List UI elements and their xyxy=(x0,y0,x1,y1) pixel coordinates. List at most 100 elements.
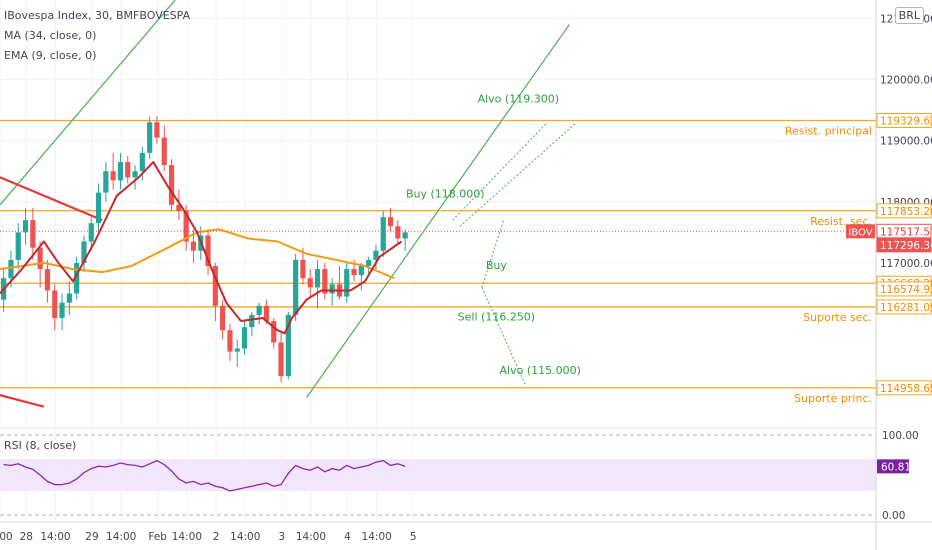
candle-body xyxy=(103,171,109,193)
price-tag xyxy=(876,299,932,315)
level-label: Suporte sec. xyxy=(803,311,872,324)
rsi-line xyxy=(3,459,406,492)
ema9-line xyxy=(0,161,403,335)
trade-annotation: Buy xyxy=(486,259,508,272)
time-tick-label: Feb xyxy=(148,531,167,543)
candle-body xyxy=(263,305,270,322)
trend-line xyxy=(0,0,176,206)
candle-body xyxy=(271,321,277,343)
candle-body xyxy=(66,293,72,303)
candle-body xyxy=(220,305,226,331)
candle-body xyxy=(125,162,131,178)
time-tick-label: 28 xyxy=(20,531,33,543)
ma-legend: MA (34, close, 0) xyxy=(4,29,97,42)
price-tick-label: 120000.00 xyxy=(880,74,932,86)
candle-body xyxy=(358,266,364,276)
rsi-tick-label: 0.00 xyxy=(882,510,905,522)
candle-body xyxy=(161,137,167,166)
candle-body xyxy=(44,269,51,291)
rsi-value-tag xyxy=(877,459,909,474)
ma34-line xyxy=(0,228,395,280)
price-tag-label: 116281.05 xyxy=(880,302,932,314)
trend-line xyxy=(306,24,570,398)
price-tag xyxy=(876,380,932,396)
price-tag-label: 117853.20 xyxy=(880,206,932,218)
rsi-legend: RSI (8, close) xyxy=(4,439,77,452)
candle-body xyxy=(293,259,299,315)
candle-body xyxy=(227,330,233,352)
price-tag-label: 117517.57 xyxy=(880,226,932,238)
price-tag xyxy=(876,203,932,219)
candle-body xyxy=(147,122,153,153)
time-tick-label: 2 xyxy=(213,531,220,543)
candle-body xyxy=(81,241,87,263)
candle-body xyxy=(132,171,138,178)
symbol-tag xyxy=(846,224,875,239)
candle-body xyxy=(241,327,248,349)
trade-annotation: Alvo (115.000) xyxy=(500,364,581,377)
candle-body xyxy=(176,204,182,211)
candle-body xyxy=(278,342,284,377)
price-tag xyxy=(876,112,932,128)
price-tag xyxy=(876,237,932,253)
candle-body xyxy=(15,232,21,260)
candle-body xyxy=(74,262,80,294)
price-axis xyxy=(876,0,932,550)
candle-body xyxy=(234,348,240,352)
candle-body xyxy=(402,232,408,239)
candle-body xyxy=(249,314,255,328)
time-tick-label: 14:00 xyxy=(106,531,136,543)
time-tick-label: 14:00 xyxy=(172,531,202,543)
candle-body xyxy=(314,269,321,288)
rsi-band xyxy=(0,459,876,491)
trade-annotation: Sell (116.250) xyxy=(458,310,535,323)
price-tick-label: 117000.00 xyxy=(880,258,932,270)
symbol-tag-label: IBOV xyxy=(848,227,872,238)
candle-body xyxy=(300,259,306,279)
candle-body xyxy=(30,220,36,248)
candle-body xyxy=(395,226,401,239)
time-tick-label: 14:00 xyxy=(40,531,70,543)
price-tag xyxy=(876,281,932,297)
price-tag-label: 114958.65 xyxy=(880,383,932,395)
trade-annotation: Buy (118.000) xyxy=(406,188,485,201)
price-tag-label: 119329.63 xyxy=(880,115,932,127)
level-label: Suporte princ. xyxy=(794,392,872,405)
candle-body xyxy=(285,314,291,377)
price-tick-label: 119000.00 xyxy=(880,136,932,148)
candle-body xyxy=(387,217,394,227)
time-tick-label: 5 xyxy=(410,531,417,543)
candle-body xyxy=(366,259,372,267)
price-tag-label: 117296.36 xyxy=(880,240,932,252)
symbol-legend: IBovespa Index, 30, BMFBOVESPA xyxy=(4,9,191,22)
candle-body xyxy=(88,223,94,242)
candle-body xyxy=(373,250,379,260)
time-tick-label: 4 xyxy=(344,531,351,543)
candle-body xyxy=(117,162,124,181)
candle-body xyxy=(344,269,350,297)
projection-arrow xyxy=(481,219,505,288)
candle-body xyxy=(168,165,175,205)
candle-body xyxy=(256,305,262,315)
candle-body xyxy=(37,247,43,270)
projection-arrow xyxy=(481,287,527,386)
time-tick-label: 14:00 xyxy=(230,531,260,543)
candle-body xyxy=(52,290,58,318)
currency-badge[interactable]: BRL xyxy=(894,7,924,24)
time-tick-label: 00 xyxy=(0,531,13,543)
trade-annotation: Alvo (119.300) xyxy=(478,93,559,106)
candle-body xyxy=(190,241,197,251)
candle-body xyxy=(95,192,102,224)
candle-body xyxy=(139,152,145,172)
rsi-tick-label: 100.00 xyxy=(882,430,919,442)
level-label: Resist. principal xyxy=(785,124,872,137)
projection-arrow xyxy=(452,121,548,221)
time-tick-label: 14:00 xyxy=(296,531,326,543)
candle-body xyxy=(154,122,160,138)
candle-body xyxy=(59,302,65,318)
time-tick-label: 14:00 xyxy=(362,531,392,543)
candle-body xyxy=(183,210,189,242)
candle-body xyxy=(110,171,116,181)
